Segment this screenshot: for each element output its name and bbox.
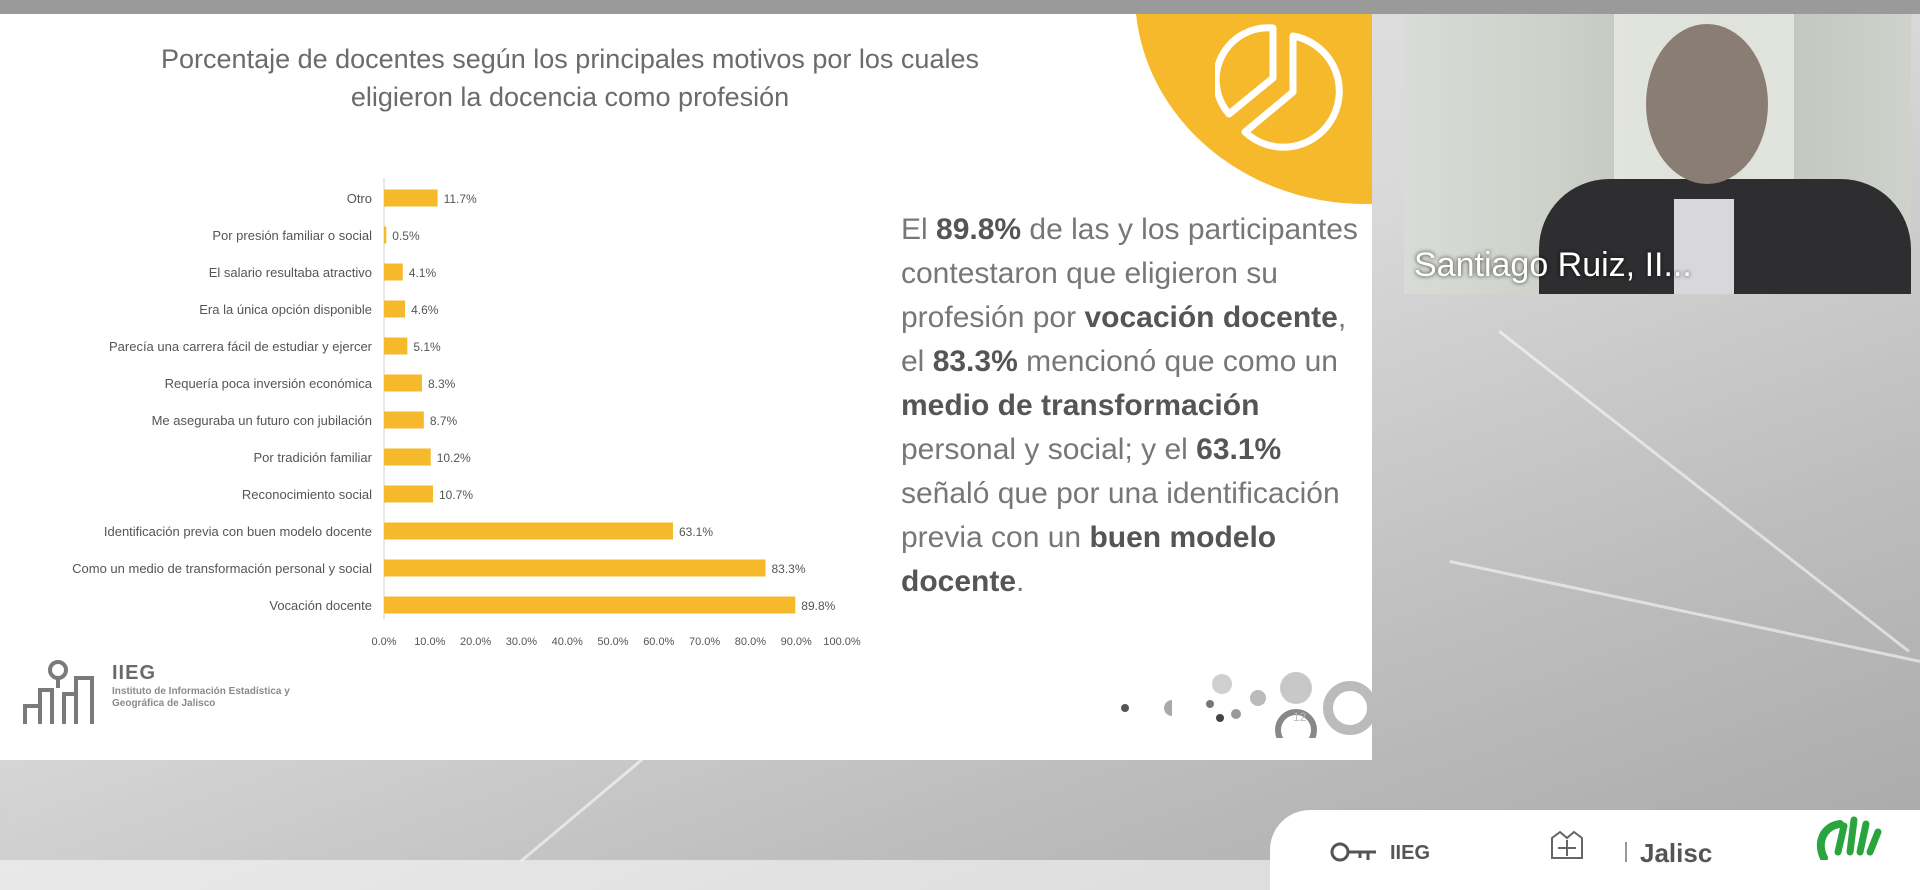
category-label: Reconocimiento social: [242, 487, 372, 502]
x-tick-label: 10.0%: [414, 636, 445, 648]
x-tick-label: 50.0%: [597, 636, 628, 648]
summary-highlight-4: medio de transformación: [901, 389, 1260, 422]
category-label: Otro: [347, 191, 372, 206]
participant-head: [1646, 24, 1768, 184]
data-label: 10.2%: [437, 451, 471, 465]
x-tick-label: 100.0%: [823, 636, 861, 648]
data-label: 11.7%: [444, 192, 477, 206]
bar: [384, 226, 387, 244]
x-tick-label: 20.0%: [460, 636, 491, 648]
category-label: Era la única opción disponible: [199, 302, 372, 317]
bar: [384, 522, 673, 540]
participant-video-tile[interactable]: Santiago Ruiz, II...: [1404, 14, 1911, 294]
category-label: Me aseguraba un futuro con jubilación: [152, 413, 372, 428]
slide-title: Porcentaje de docentes según los princip…: [90, 40, 1050, 116]
summary-part-7: .: [1016, 565, 1025, 598]
bar: [384, 411, 424, 429]
data-label: 63.1%: [679, 525, 713, 539]
pie-chart-icon: [1215, 24, 1343, 151]
slide-title-line-1: Porcentaje de docentes según los princip…: [161, 44, 979, 74]
window-top-strip: [0, 0, 1920, 14]
x-tick-label: 80.0%: [735, 636, 766, 648]
presentation-slide: Porcentaje de docentes según los princip…: [0, 14, 1372, 760]
key-icon: [1330, 842, 1376, 862]
summary-part-3: , el: [901, 301, 1347, 378]
summary-part-6: señaló que por una identificación previa…: [901, 477, 1340, 554]
footer-state-label: Jalisc: [1640, 838, 1713, 868]
category-label: Parecía una carrera fácil de estudiar y …: [109, 339, 373, 354]
bar-chart: Otro 11.7% Por presión familiar o social 0.…: [72, 178, 861, 648]
category-label: Por presión familiar o social: [212, 228, 372, 243]
summary-highlight-6: buen modelo docente: [901, 521, 1277, 598]
background-line: [520, 744, 660, 863]
participant-collar: [1674, 199, 1734, 294]
footer-org-label: IIEG: [1390, 842, 1431, 864]
x-tick-label: 60.0%: [643, 636, 674, 648]
summary-part-4: mencionó que como un: [1017, 345, 1338, 378]
x-tick-label: 0.0%: [371, 636, 396, 648]
page-number: 12: [1293, 710, 1307, 724]
data-label: 4.1%: [409, 266, 437, 280]
bar: [384, 263, 403, 281]
bar: [384, 374, 423, 392]
summary-highlight-5: 63.1%: [1196, 433, 1282, 466]
bar: [384, 337, 408, 355]
iieg-logo-icon: [23, 660, 94, 724]
footer-separator: [1625, 842, 1627, 862]
data-label: 5.1%: [413, 340, 441, 354]
data-label: 8.3%: [428, 377, 456, 391]
bar: [384, 596, 796, 614]
state-emblem-icon: [1551, 830, 1583, 859]
summary-part-2: de las y los participantes contestaron q…: [901, 213, 1358, 334]
bar: [384, 189, 438, 207]
x-tick-label: 90.0%: [781, 636, 812, 648]
background-line: [1449, 560, 1920, 672]
bar: [384, 485, 434, 503]
category-label: Vocación docente: [269, 598, 372, 613]
data-label: 83.3%: [772, 562, 806, 576]
category-label: Identificación previa con buen modelo do…: [104, 524, 372, 539]
participant-name: Santiago Ruiz, II...: [1414, 246, 1692, 284]
category-label: Por tradición familiar: [254, 450, 373, 465]
summary-part-1: El: [901, 213, 937, 246]
bar: [384, 300, 406, 318]
x-tick-label: 70.0%: [689, 636, 720, 648]
data-label: 4.6%: [411, 303, 439, 317]
data-label: 10.7%: [439, 488, 473, 502]
x-tick-label: 30.0%: [506, 636, 537, 648]
background-line: [1498, 330, 1910, 653]
category-label: Requería poca inversión económica: [165, 376, 373, 391]
data-label: 0.5%: [392, 229, 420, 243]
hand-logo-icon: [1816, 816, 1882, 860]
data-label: 89.8%: [801, 599, 835, 613]
category-label: Como un medio de transformación personal…: [72, 561, 372, 576]
summary-highlight-1: 89.8%: [936, 213, 1022, 246]
data-label: 8.7%: [430, 414, 458, 428]
slide-title-line-2: eligieron la docencia como profesión: [350, 82, 790, 112]
bar: [384, 448, 431, 466]
dots-decoration: [1121, 672, 1372, 738]
summary-highlight-3: 83.3%: [932, 345, 1018, 378]
logo-title: IIEG: [112, 662, 157, 684]
x-tick-label: 40.0%: [552, 636, 583, 648]
summary-part-5: personal y social; y el: [901, 433, 1197, 466]
summary-text: El 89.8% de las y los participantes cont…: [901, 208, 1371, 604]
logo-subtitle: Instituto de Información Estadística y G…: [112, 686, 290, 709]
category-label: El salario resultaba atractivo: [209, 265, 372, 280]
summary-highlight-2: vocación docente: [1084, 301, 1338, 334]
bar: [384, 559, 766, 577]
